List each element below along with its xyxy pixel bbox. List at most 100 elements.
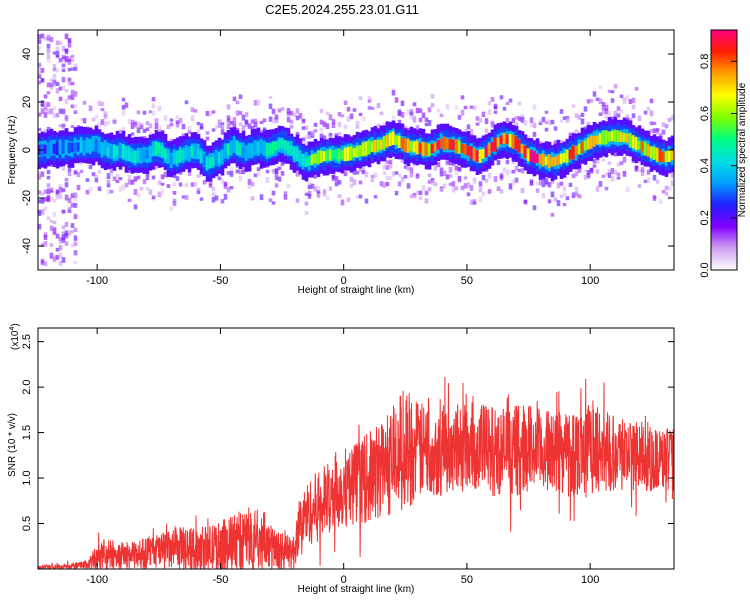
heatmap-noise-cell: [517, 116, 522, 122]
heatmap-noise-cell: [619, 161, 624, 166]
heatmap-noise-cell: [325, 111, 330, 116]
heatmap-noise-cell: [238, 169, 243, 175]
heatmap-noise-cell: [106, 183, 111, 188]
heatmap-ridge-cell: [565, 149, 570, 163]
heatmap-noise-cell: [355, 171, 360, 175]
heatmap-ridge-cell: [154, 141, 159, 156]
heatmap-noise-cell: [655, 179, 660, 184]
heatmap-noise-cell: [463, 183, 468, 189]
heatmap-noise-cell: [151, 195, 156, 200]
heatmap-noise-cell: [367, 96, 372, 101]
heatmap-noise-cell: [430, 177, 435, 183]
heatmap-noise-cell: [610, 98, 615, 103]
heatmap-noise-cell: [313, 175, 318, 179]
heatmap-noise-cell: [499, 173, 504, 179]
heatmap-noise-cell: [220, 122, 225, 126]
heatmap-ridge-cell: [181, 150, 186, 160]
heatmap-noise-cell: [73, 104, 78, 108]
heatmap-ridge-cell: [511, 134, 516, 149]
heatmap-noise-cell: [439, 167, 444, 174]
heatmap-noise-cell: [136, 127, 141, 134]
heatmap-noise-cell: [38, 127, 42, 132]
heatmap-noise-cell: [628, 99, 633, 105]
heatmap-noise-cell: [616, 162, 621, 167]
heatmap-noise-cell: [103, 111, 108, 117]
heatmap-noise-cell: [457, 166, 462, 172]
heatmap-ridge-cell: [412, 141, 417, 153]
heatmap-noise-cell: [40, 198, 45, 204]
heatmap-noise-cell: [643, 179, 648, 183]
heatmap-noise-cell: [88, 105, 93, 112]
heatmap-noise-cell: [478, 181, 483, 187]
heatmap-noise-cell: [70, 243, 75, 248]
heatmap-noise-cell: [223, 181, 228, 187]
heatmap-noise-cell: [76, 184, 81, 191]
heatmap-noise-cell: [520, 114, 525, 120]
heatmap-ridge-cell: [538, 154, 543, 165]
heatmap-ridge-cell: [562, 152, 567, 163]
heatmap-noise-cell: [55, 247, 60, 252]
heatmap-ridge-cell: [88, 139, 93, 153]
heatmap-noise-cell: [55, 46, 60, 52]
heatmap-noise-cell: [169, 118, 174, 122]
heatmap-ridge-cell: [664, 151, 669, 163]
heatmap-noise-cell: [460, 95, 465, 100]
heatmap-noise-cell: [67, 43, 72, 48]
heatmap-noise-cell: [652, 121, 657, 126]
heatmap-ridge-cell: [613, 129, 618, 142]
heatmap-noise-cell: [232, 123, 237, 129]
colorbar-tick-label: 0.0: [699, 262, 711, 277]
heatmap-noise-cell: [592, 164, 597, 168]
heatmap-noise-cell: [301, 119, 306, 123]
heatmap-noise-cell: [38, 62, 42, 68]
heatmap-ridge-cell: [127, 147, 132, 162]
heatmap-ridge-cell: [655, 147, 660, 162]
heatmap-ridge-cell: [634, 136, 639, 151]
heatmap-noise-cell: [427, 187, 432, 192]
heatmap-noise-cell: [121, 105, 126, 110]
heatmap-noise-cell: [385, 175, 390, 181]
heatmap-noise-cell: [523, 199, 528, 204]
heatmap-noise-cell: [604, 113, 609, 120]
heatmap-noise-cell: [61, 231, 66, 237]
heatmap-ridge-cell: [283, 140, 288, 151]
heatmap-noise-cell: [592, 91, 597, 97]
heatmap-ridge-cell: [106, 147, 111, 157]
heatmap-noise-cell: [349, 113, 354, 120]
heatmap-noise-cell: [67, 81, 72, 86]
heatmap-noise-cell: [244, 112, 249, 117]
heatmap-noise-cell: [637, 168, 642, 173]
x-tick-label: -50: [212, 275, 228, 287]
heatmap-noise-cell: [151, 175, 156, 180]
heatmap-noise-cell: [670, 115, 674, 121]
heatmap-noise-cell: [91, 172, 96, 177]
heatmap-noise-cell: [586, 122, 591, 127]
heatmap-noise-cell: [115, 179, 120, 184]
heatmap-noise-cell: [274, 174, 279, 181]
heatmap-noise-cell: [217, 119, 222, 124]
heatmap-noise-cell: [607, 110, 612, 117]
heatmap-noise-cell: [43, 101, 48, 106]
heatmap-noise-cell: [655, 128, 660, 132]
heatmap-noise-cell: [397, 111, 402, 116]
heatmap-ridge-cell: [115, 146, 120, 156]
heatmap-noise-cell: [58, 108, 63, 114]
heatmap-noise-cell: [451, 187, 456, 193]
heatmap-noise-cell: [229, 120, 234, 125]
heatmap-ridge-cell: [247, 144, 252, 157]
heatmap-ridge-cell: [400, 138, 405, 150]
heatmap-noise-cell: [43, 112, 48, 118]
heatmap-noise-cell: [571, 173, 576, 179]
heatmap-noise-cell: [385, 181, 390, 187]
heatmap-noise-cell: [616, 113, 621, 118]
heatmap-noise-cell: [475, 122, 480, 126]
heatmap-noise-cell: [277, 176, 282, 182]
heatmap-noise-cell: [118, 177, 123, 181]
snr-y-axis: 0.5 1.0 1.5 2.0 2.5: [21, 334, 674, 531]
heatmap-noise-cell: [595, 185, 600, 192]
heatmap-ridge-cell: [319, 150, 324, 163]
heatmap-noise-cell: [268, 198, 273, 203]
heatmap-noise-cell: [226, 118, 231, 124]
heatmap-noise-cell: [283, 194, 288, 200]
heatmap-noise-cell: [94, 114, 99, 119]
